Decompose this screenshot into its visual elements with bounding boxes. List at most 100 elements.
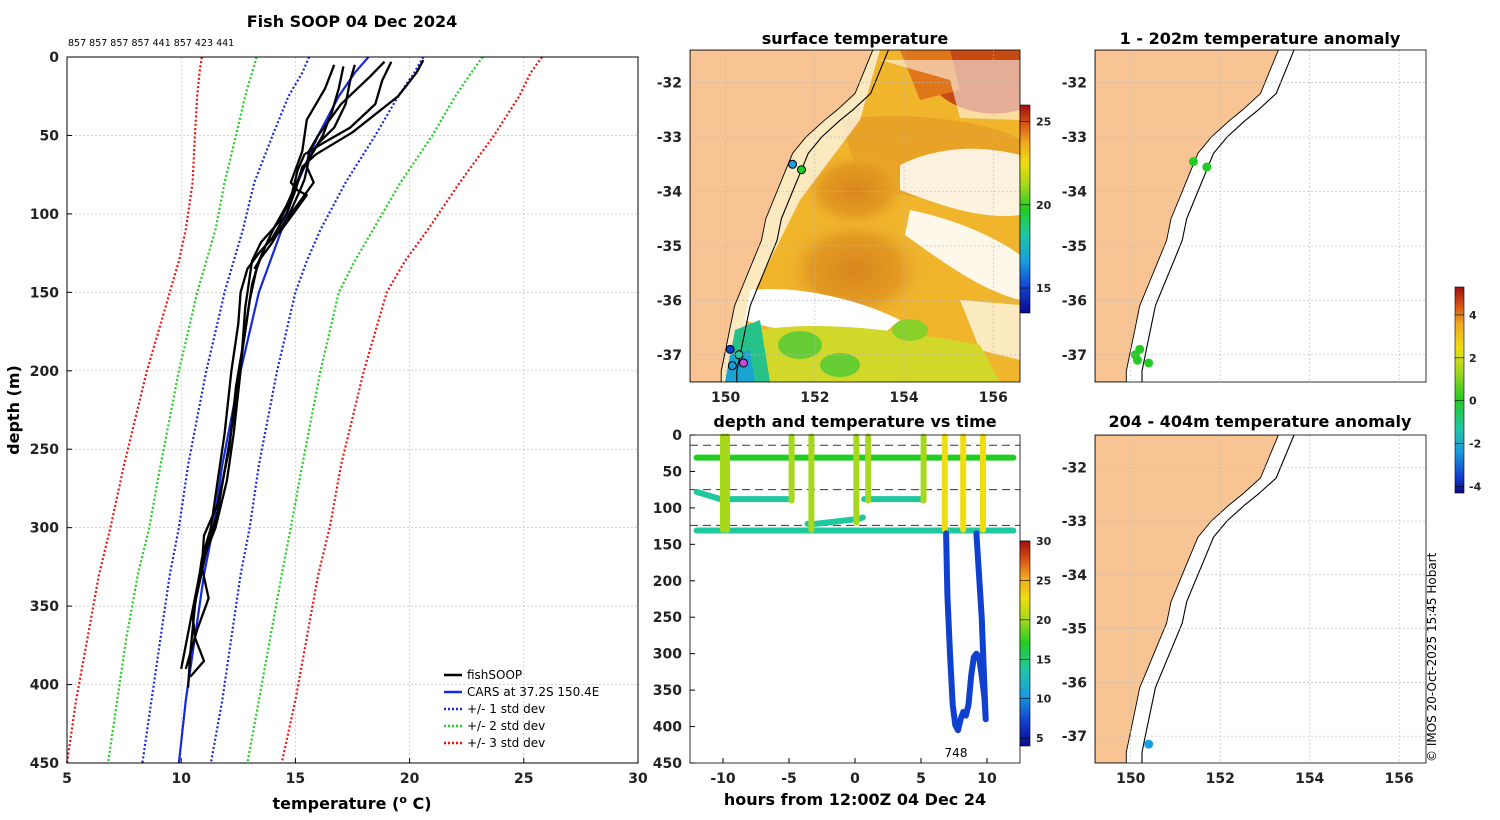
sst-land <box>690 50 874 382</box>
a2-ytick-label: -37 <box>1062 729 1087 745</box>
a1-isobath-line <box>1141 50 1295 382</box>
sst-ytick-label: -37 <box>657 348 682 364</box>
sst-cloud-southeast <box>960 300 1020 360</box>
sst-land-group <box>690 50 874 382</box>
anomaly-colorbar <box>1454 286 1465 494</box>
profile-ytick-label: 150 <box>30 285 59 301</box>
legend-label-2std: +/- 2 std dev <box>467 719 545 733</box>
sst-xtick-label: 150 <box>711 390 740 406</box>
profile-ytick-label: 0 <box>49 50 59 66</box>
profile-title: Fish SOOP 04 Dec 2024 <box>247 12 457 31</box>
anomaly-lower-axes-frame <box>1094 434 1427 764</box>
profile-ytick-label: 450 <box>30 756 59 772</box>
sst-cast-marker <box>727 361 737 371</box>
a2-isobath-line <box>1141 435 1295 763</box>
sst-cloud-band <box>905 210 1020 300</box>
sst-cool-patch-3 <box>892 319 928 341</box>
legend-label-1std: +/- 1 std dev <box>467 702 545 716</box>
depth-time-colorbar-tick-label: 5 <box>1036 732 1044 745</box>
sst-coastal-cloud <box>720 50 880 382</box>
depth-time-track-15 <box>943 530 989 734</box>
sst-cast-marker <box>725 344 735 354</box>
profile-xtick-label: 5 <box>62 771 72 787</box>
profile-series-6 <box>65 56 203 764</box>
profile-axes-frame <box>66 56 639 764</box>
depth-time-ytick-label: 450 <box>653 756 682 772</box>
profile-ytick-label: 400 <box>30 678 59 694</box>
sst-ytick-label: -36 <box>657 293 682 309</box>
legend-label-cars: CARS at 37.2S 150.4E <box>467 685 599 699</box>
a1-land <box>1095 50 1279 382</box>
anomaly-lower-grid <box>1095 435 1426 763</box>
depth-time-colorbar-tick-label: 10 <box>1036 693 1052 706</box>
profile-ytick-label: 250 <box>30 442 59 458</box>
profile-ylabel: depth (m) <box>4 365 23 455</box>
sst-xtick-label: 156 <box>979 390 1008 406</box>
depth-time-colorbar-tick-label: 15 <box>1036 653 1051 666</box>
anomaly-upper-axes-frame <box>1094 49 1427 383</box>
a1-ytick-label: -32 <box>1062 76 1087 92</box>
imos-credit: © IMOS 20-Oct-2025 15:45 Hobart <box>1425 552 1439 762</box>
a2-ytick-label: -32 <box>1062 460 1087 476</box>
anomaly-point <box>1144 358 1154 368</box>
sst-cool-patch-2 <box>820 353 860 377</box>
anomaly-colorbar-tick-label: 4 <box>1469 309 1477 322</box>
sst-xtick-label: 154 <box>889 390 918 406</box>
depth-time-ytick-label: 200 <box>653 574 682 590</box>
sst-ytick-label: -33 <box>657 130 682 146</box>
anomaly-colorbar-tick-label: -2 <box>1469 438 1481 451</box>
depth-time-xtick-label: -10 <box>710 771 736 787</box>
sst-ytick-label: -35 <box>657 239 682 255</box>
sst-cool-patch-1 <box>778 331 822 359</box>
profile-ytick-label: 50 <box>40 128 60 144</box>
sst-colorbar-tick-label: 15 <box>1036 282 1051 295</box>
anomaly-lower-points <box>1144 739 1154 749</box>
sst-colorbar-ticks: 15 20 25 <box>1020 116 1052 295</box>
legend-label-3std: +/- 3 std dev <box>467 736 545 750</box>
anomaly-upper-panel: 1 - 202m temperature anomaly -32-33-34-3… <box>1062 29 1427 383</box>
sst-colorbar-tick-label: 20 <box>1036 199 1052 212</box>
anomaly-upper-ticks: -32 -33 -34 -35 -36 -37 <box>1062 76 1088 364</box>
sst-isobath-line <box>736 50 889 382</box>
a1-ytick-label: -33 <box>1062 130 1087 146</box>
sst-ytick-label: -34 <box>657 185 683 201</box>
a2-xtick-label: 156 <box>1385 771 1414 787</box>
sst-cast-marker <box>788 159 798 169</box>
depth-time-colorbar-tick-label: 30 <box>1036 535 1052 548</box>
sst-colorbar-tick-label: 25 <box>1036 116 1051 129</box>
anomaly-point <box>1132 355 1142 365</box>
depth-time-panel: depth and temperature vs time -10 -5 0 5 100… <box>653 412 1052 809</box>
depth-time-colorbar-tick-label: 25 <box>1036 574 1051 587</box>
depth-time-ytick-label: 100 <box>653 501 682 517</box>
depth-time-xtick-label: 0 <box>850 771 860 787</box>
anomaly-point <box>1144 739 1154 749</box>
a1-ytick-label: -36 <box>1062 293 1087 309</box>
depth-time-ytick-label: 50 <box>663 464 683 480</box>
anomaly-upper-isobath <box>1141 50 1295 382</box>
profile-series-12 <box>278 64 336 234</box>
sst-warm-eddy-north <box>800 150 910 230</box>
profile-grid <box>67 57 638 763</box>
sst-isobath-group <box>736 50 889 382</box>
a2-ytick-label: -36 <box>1062 675 1087 691</box>
anomaly-lower-title: 204 - 404m temperature anomaly <box>1109 412 1412 431</box>
profile-series-group <box>65 56 543 764</box>
profile-xtick-label: 25 <box>514 771 533 787</box>
depth-time-ytick-label: 300 <box>653 647 682 663</box>
a1-ytick-label: -34 <box>1062 185 1088 201</box>
profile-series-3 <box>246 56 484 764</box>
depth-time-annotation: 748 <box>945 746 968 760</box>
profile-ytick-label: 350 <box>30 599 59 615</box>
depth-time-colorbar-ticks: 5 10 15 20 25 30 <box>1020 535 1052 745</box>
anomaly-lower-land <box>1095 435 1279 763</box>
profile-series-8 <box>189 61 393 678</box>
anomaly-upper-grid <box>1095 50 1426 382</box>
depth-time-xtick-label: -5 <box>781 771 797 787</box>
sst-grid <box>690 50 1020 382</box>
anomaly-upper-points <box>1130 157 1212 368</box>
sst-map-panel: surface temperature 150 152 154 <box>657 29 1052 406</box>
sst-map-plot <box>690 50 1020 382</box>
